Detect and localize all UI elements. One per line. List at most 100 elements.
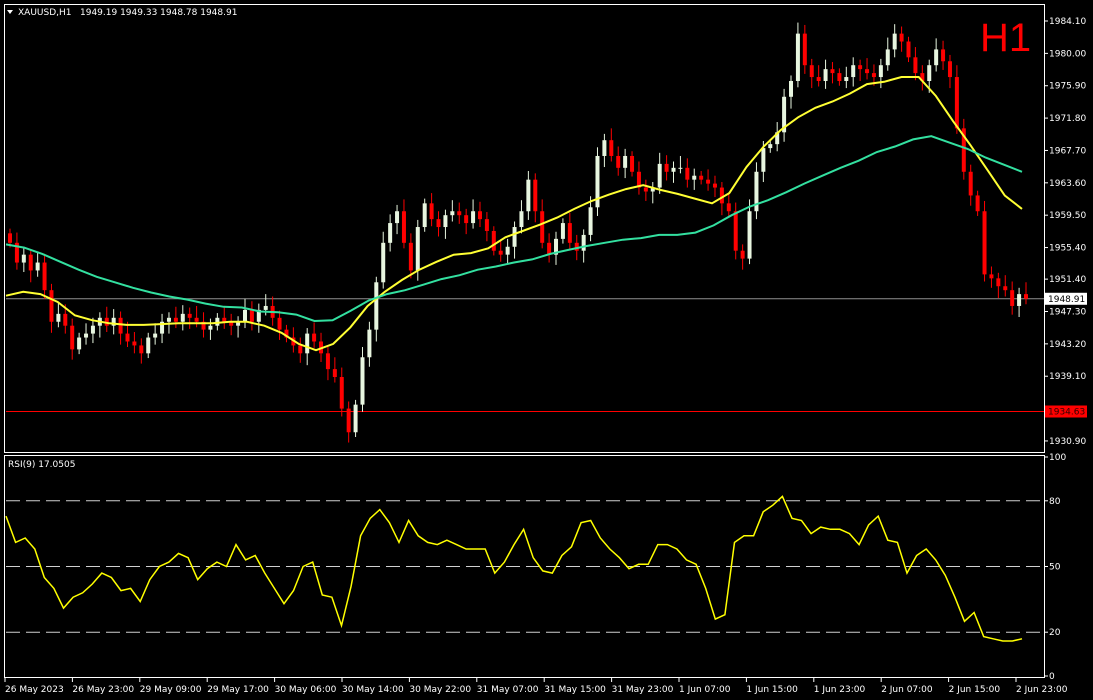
candle-body xyxy=(768,144,773,149)
candle-body xyxy=(913,57,918,74)
candle-body xyxy=(429,203,434,220)
candle-body xyxy=(851,65,856,78)
candle-body xyxy=(208,325,213,330)
candle-body xyxy=(388,223,393,243)
candle-body xyxy=(401,211,406,243)
time-tick-label: 2 Jun 23:00 xyxy=(1016,685,1068,695)
candle-body xyxy=(132,341,137,346)
candle-body xyxy=(643,187,648,192)
candle-body xyxy=(636,171,641,188)
price-tick-label: 1955.40 xyxy=(1049,244,1086,254)
candle-body xyxy=(975,195,980,212)
candle-body xyxy=(830,69,835,74)
candle-body xyxy=(934,49,939,66)
price-tick-label: 1951.40 xyxy=(1049,275,1086,285)
candle-body xyxy=(484,219,489,231)
candle-body xyxy=(374,282,379,330)
candle-body xyxy=(878,65,883,78)
candle-body xyxy=(685,167,690,180)
candle-body xyxy=(941,49,946,62)
candle-body xyxy=(630,155,635,172)
price-tick-label: 1947.30 xyxy=(1049,307,1086,317)
candle-body xyxy=(789,80,794,97)
candle-body xyxy=(892,33,897,50)
candle-body xyxy=(816,77,821,81)
support-line-group: 1934.63 xyxy=(6,405,1087,418)
candle-body xyxy=(795,33,800,81)
candle-body xyxy=(533,179,538,212)
time-tick-label: 2 Jun 07:00 xyxy=(881,685,933,695)
time-tick-label: 29 May 17:00 xyxy=(207,685,269,695)
candle-body xyxy=(1017,294,1022,306)
time-tick-label: 30 May 22:00 xyxy=(409,685,471,695)
time-tick-label: 30 May 14:00 xyxy=(342,685,404,695)
candle-body xyxy=(14,242,19,263)
candle-body xyxy=(491,230,496,251)
time-axis: 26 May 2023 26 May 23:00 29 May 09:00 29 Ma… xyxy=(4,677,1068,695)
price-tick-label: 1939.10 xyxy=(1049,372,1086,382)
candle-body xyxy=(678,167,683,169)
candle-body xyxy=(865,69,870,74)
candle-body xyxy=(312,333,317,342)
candle-body xyxy=(187,313,192,318)
symbol-dropdown-icon[interactable] xyxy=(7,10,13,14)
candle-body xyxy=(961,128,966,172)
price-tick-label: 1959.50 xyxy=(1049,211,1086,221)
candle-body xyxy=(512,227,517,247)
candle-body xyxy=(581,234,586,251)
rsi-line xyxy=(5,495,1023,642)
support-level-label: 1934.63 xyxy=(1048,408,1085,418)
candle-body xyxy=(166,317,171,322)
candle-body xyxy=(477,211,482,220)
candle-body xyxy=(982,211,987,275)
candle-body xyxy=(111,317,116,326)
timeframe-label: H1 xyxy=(980,16,1031,60)
price-tick-label: 1943.20 xyxy=(1049,340,1086,350)
candle-body xyxy=(885,49,890,66)
candle-body xyxy=(968,171,973,196)
rsi-tick-label: 20 xyxy=(1049,628,1061,638)
candle-body xyxy=(761,148,766,172)
candle-body xyxy=(837,73,842,81)
time-tick-label: 1 Jun 15:00 xyxy=(746,685,798,695)
candle-body xyxy=(602,140,607,156)
candle-body xyxy=(236,321,241,326)
candle-body xyxy=(118,317,123,334)
candle-body xyxy=(899,33,904,42)
candle-body xyxy=(332,369,337,378)
symbol-label[interactable]: XAUUSD,H1 xyxy=(18,8,72,18)
candle-body xyxy=(249,309,254,322)
candle-body xyxy=(609,140,614,156)
candle-body xyxy=(692,175,697,180)
candle-body xyxy=(194,317,199,322)
price-axis: 1984.10 1980.00 1975.90 1971.80 1967.70 1963.… xyxy=(1044,17,1086,447)
candle-body xyxy=(77,337,82,350)
candle-body xyxy=(858,65,863,70)
candle-body xyxy=(49,290,54,322)
candle-body xyxy=(726,203,731,212)
candle-body xyxy=(471,211,476,224)
support-level-tag xyxy=(1045,405,1087,418)
time-tick-label: 2 Jun 15:00 xyxy=(949,685,1001,695)
rsi-header: RSI(9) 17.0505 xyxy=(8,460,75,470)
candle-body xyxy=(719,187,724,204)
candle-body xyxy=(623,155,628,168)
current-price-label: 1948.91 xyxy=(1048,295,1085,305)
candle-body xyxy=(215,317,220,326)
candle-body xyxy=(104,317,109,326)
candle-body xyxy=(360,357,365,405)
candle-body xyxy=(84,333,89,338)
slow-ma-line xyxy=(5,135,1023,323)
candle-body xyxy=(8,233,12,243)
candle-body xyxy=(298,345,303,354)
fast-ma-line xyxy=(5,76,1023,352)
candle-body xyxy=(664,163,669,172)
candle-body xyxy=(809,65,814,78)
candle-body xyxy=(139,345,144,354)
candle-body xyxy=(367,329,372,358)
candle-body xyxy=(70,325,75,350)
candle-body xyxy=(844,77,849,81)
candle-body xyxy=(498,250,503,255)
